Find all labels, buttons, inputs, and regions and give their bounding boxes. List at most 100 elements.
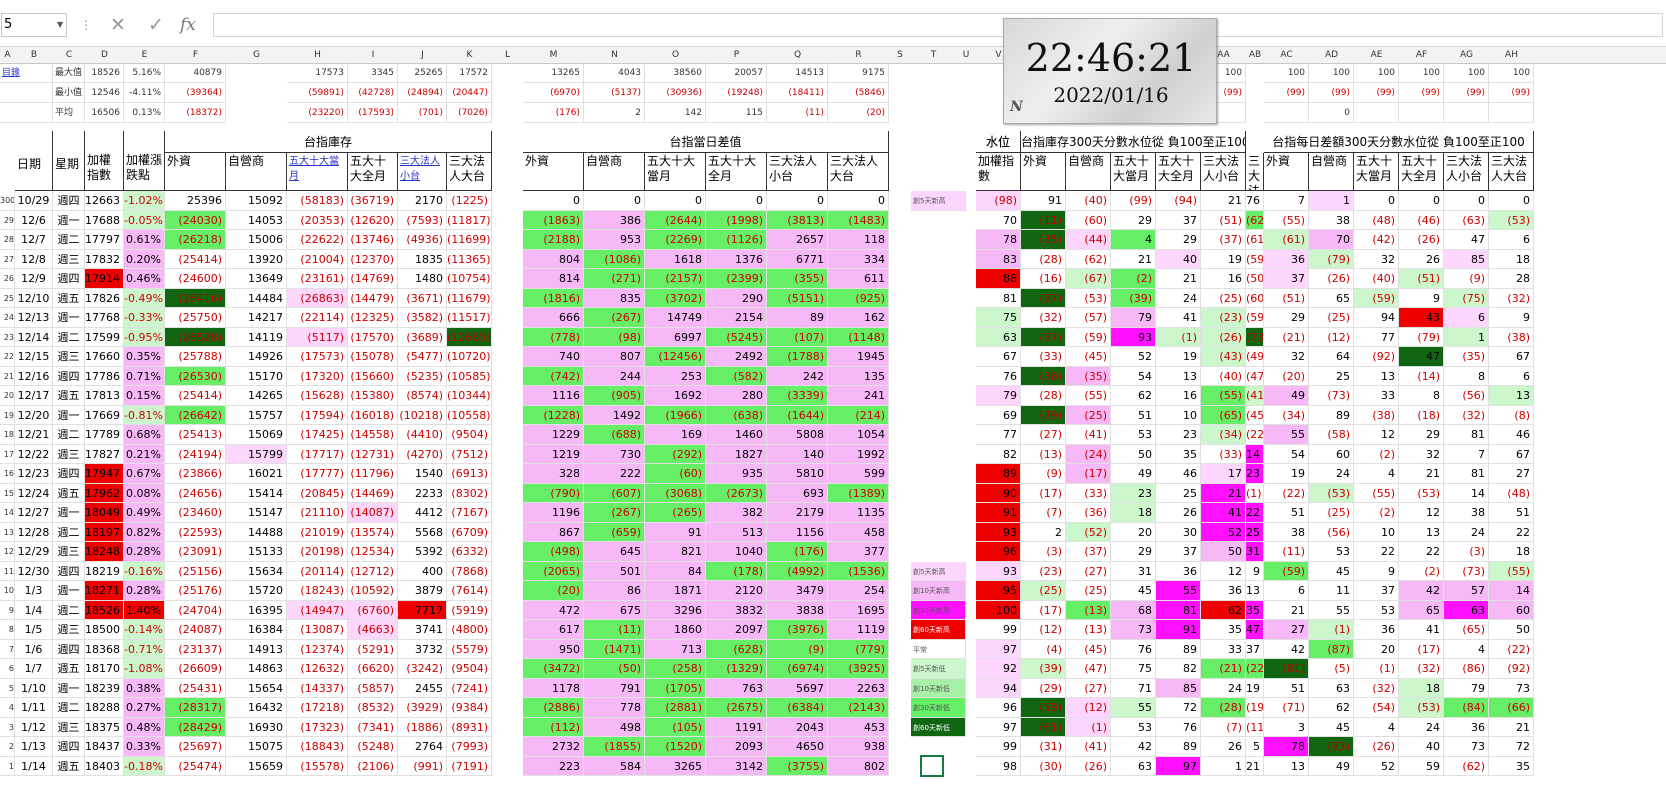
data-cell[interactable]: (17573) [287, 347, 348, 367]
stat-value[interactable] [1444, 103, 1489, 123]
data-cell[interactable]: 14913 [226, 640, 287, 659]
data-cell[interactable]: (23137) [165, 640, 226, 659]
data-cell[interactable]: 498 [584, 718, 645, 737]
data-cell[interactable]: 82 [1156, 659, 1201, 679]
data-cell[interactable]: (7868) [447, 562, 492, 581]
row-number[interactable]: 15 [0, 484, 15, 503]
data-cell[interactable]: (14769) [348, 269, 398, 289]
data-cell[interactable]: -0.71% [124, 640, 165, 659]
data-cell[interactable]: 26 [1201, 737, 1246, 757]
data-cell[interactable]: 35 [1246, 601, 1264, 620]
data-cell[interactable]: (6709) [447, 523, 492, 542]
data-cell[interactable]: 75 [976, 308, 1021, 328]
data-cell[interactable]: 49 [1111, 464, 1156, 484]
stat-value[interactable]: 13265 [523, 63, 584, 83]
data-cell[interactable]: 17832 [85, 250, 124, 269]
diff-score-header[interactable]: 自營商 [1309, 153, 1354, 191]
data-cell[interactable]: 78 [976, 230, 1021, 250]
data-cell[interactable]: 53 [1309, 542, 1354, 562]
data-cell[interactable]: (3) [1444, 542, 1489, 562]
data-cell[interactable]: (23) [1201, 308, 1246, 328]
data-cell[interactable]: (17) [1021, 484, 1066, 503]
data-cell[interactable]: 50 [1489, 620, 1534, 640]
stat-value[interactable]: (99) [1309, 83, 1354, 103]
data-cell[interactable]: 1040 [706, 542, 767, 562]
data-cell[interactable]: 73 [1489, 679, 1534, 698]
data-cell[interactable]: (39) [1021, 406, 1066, 425]
data-cell[interactable]: 0.38% [124, 679, 165, 698]
data-cell[interactable]: (7512) [447, 445, 492, 464]
data-cell[interactable]: 22 [1399, 542, 1444, 562]
data-cell[interactable]: (214) [828, 406, 889, 425]
data-cell[interactable]: 18271 [85, 581, 124, 601]
data-cell[interactable]: 242 [767, 367, 828, 386]
data-cell[interactable]: (37) [1021, 289, 1066, 308]
data-cell[interactable]: (17) [1399, 640, 1444, 659]
data-cell[interactable]: (53) [1399, 484, 1444, 503]
data-cell[interactable]: 0.20% [124, 250, 165, 269]
data-cell[interactable]: (14087) [348, 503, 398, 523]
data-cell[interactable]: 17826 [85, 289, 124, 308]
data-cell[interactable]: 91 [645, 523, 706, 542]
data-cell[interactable]: 472 [523, 601, 584, 620]
row-number[interactable]: 13 [0, 523, 15, 542]
data-cell[interactable]: 4 [1444, 640, 1489, 659]
data-cell[interactable]: (63) [1444, 211, 1489, 230]
data-cell[interactable]: (22) [1489, 640, 1534, 659]
data-cell[interactable]: (11699) [447, 230, 492, 250]
row-number[interactable]: 3 [0, 718, 15, 737]
data-cell[interactable]: 1945 [828, 347, 889, 367]
data-cell[interactable]: (1329) [706, 659, 767, 679]
column-header[interactable]: O [671, 50, 680, 60]
data-cell[interactable]: 253 [645, 367, 706, 386]
data-cell[interactable]: 3741 [398, 620, 447, 640]
data-cell[interactable]: (55) [1264, 211, 1309, 230]
data-cell[interactable]: 3265 [645, 757, 706, 776]
data-cell[interactable]: (14558) [348, 425, 398, 445]
data-cell[interactable]: (17) [1066, 464, 1111, 484]
data-cell[interactable]: (17323) [287, 718, 348, 737]
data-cell[interactable]: 37 [1264, 269, 1309, 289]
data-cell[interactable]: (1705) [645, 679, 706, 698]
data-cell[interactable]: (29) [1021, 679, 1066, 698]
data-cell[interactable]: (5857) [348, 679, 398, 698]
data-cell[interactable]: 21 [1201, 484, 1246, 503]
data-cell[interactable]: (25) [1066, 406, 1111, 425]
data-cell[interactable]: 135 [828, 367, 889, 386]
diff-header[interactable]: 自營商 [584, 153, 645, 191]
data-cell[interactable]: 3296 [645, 601, 706, 620]
level-group-title[interactable]: 水位 [976, 131, 1021, 153]
data-cell[interactable]: 77 [1354, 328, 1399, 347]
data-cell[interactable]: 51 [1264, 503, 1309, 523]
weekday-cell[interactable]: 週三 [53, 718, 85, 737]
data-cell[interactable]: (7) [1021, 503, 1066, 523]
data-cell[interactable]: (2399) [706, 269, 767, 289]
data-cell[interactable]: 91 [976, 503, 1021, 523]
data-cell[interactable]: 1860 [645, 620, 706, 640]
inventory-group-title[interactable]: 台指庫存 [165, 131, 492, 153]
data-cell[interactable]: 611 [828, 269, 889, 289]
data-cell[interactable]: (42) [1354, 230, 1399, 250]
data-cell[interactable]: (9384) [447, 698, 492, 718]
date-cell[interactable]: 12/27 [15, 503, 53, 523]
data-cell[interactable]: (112) [523, 718, 584, 737]
data-cell[interactable]: (25750) [165, 308, 226, 328]
data-cell[interactable]: (11517) [447, 308, 492, 328]
data-cell[interactable]: (15578) [287, 757, 348, 776]
data-cell[interactable]: 1229 [523, 425, 584, 445]
weekday-cell[interactable]: 週五 [53, 757, 85, 776]
data-cell[interactable]: (1855) [584, 737, 645, 757]
data-cell[interactable]: 13 [1156, 367, 1201, 386]
data-cell[interactable]: 3142 [706, 757, 767, 776]
data-cell[interactable]: 6997 [645, 328, 706, 347]
stat-value[interactable]: (99) [1444, 83, 1489, 103]
data-cell[interactable]: 17660 [85, 347, 124, 367]
stat-value[interactable]: 0.13% [124, 103, 165, 123]
data-cell[interactable]: 0 [706, 191, 767, 211]
more-options-icon[interactable]: ⋮ [80, 18, 92, 32]
data-cell[interactable]: 6771 [767, 250, 828, 269]
data-cell[interactable]: 46 [1156, 464, 1201, 484]
data-cell[interactable]: (176) [767, 542, 828, 562]
legend-tag[interactable]: 創5天新低 [911, 659, 966, 679]
data-cell[interactable]: 94 [1354, 308, 1399, 328]
